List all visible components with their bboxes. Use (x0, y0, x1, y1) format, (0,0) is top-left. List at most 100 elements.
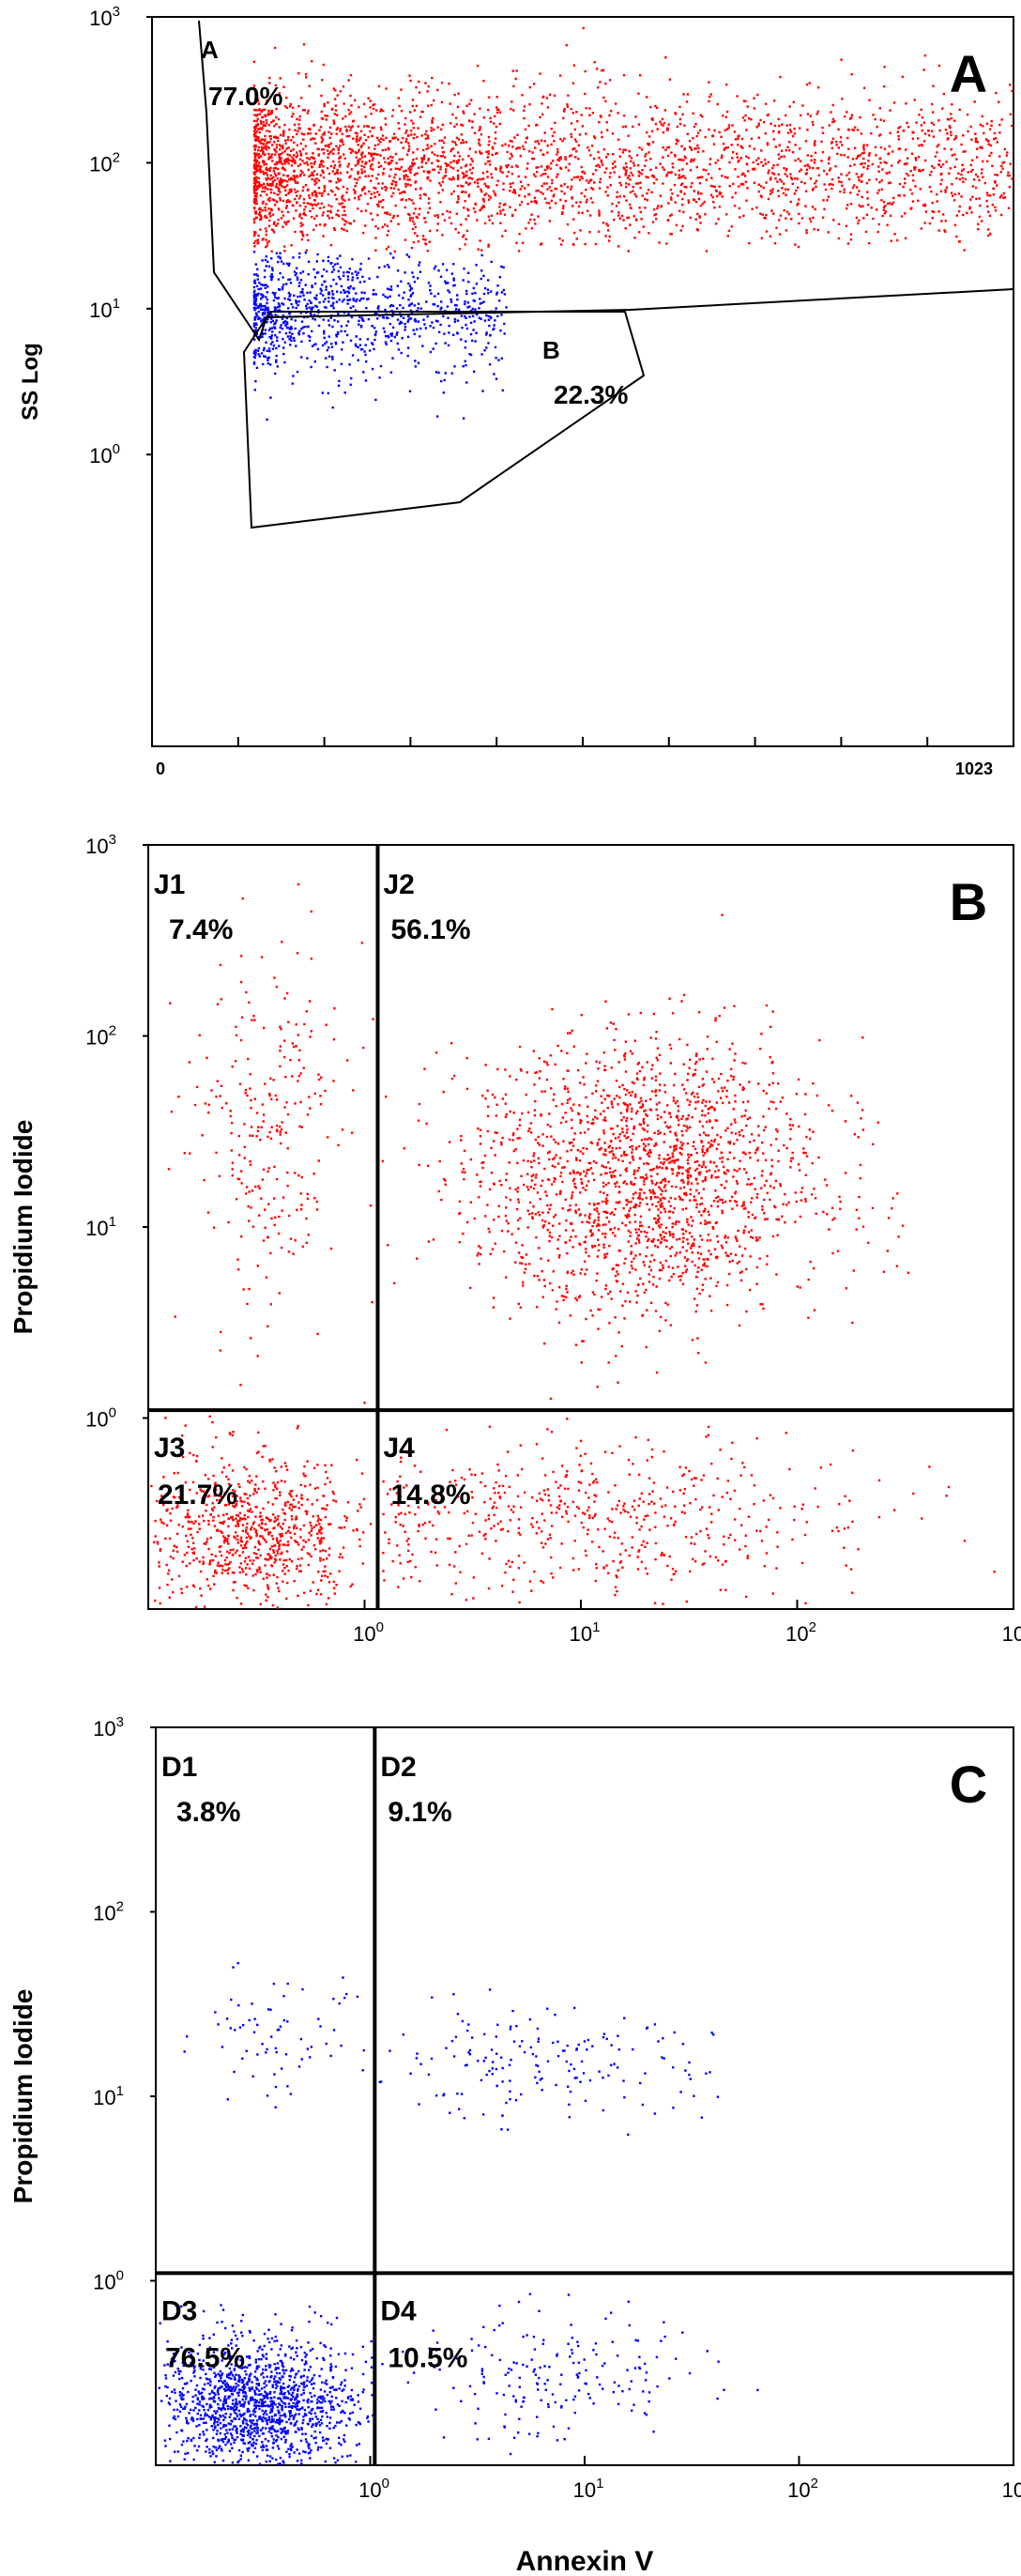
data-point (278, 155, 281, 158)
data-point (627, 216, 630, 219)
data-point (334, 109, 338, 112)
data-point (526, 167, 528, 170)
data-point (720, 156, 724, 160)
data-point (286, 158, 290, 161)
data-point (811, 206, 815, 208)
data-point (798, 212, 800, 216)
data-point (391, 136, 395, 139)
data-point (733, 205, 737, 207)
data-point (393, 335, 396, 339)
data-point (406, 335, 410, 338)
data-point (275, 360, 278, 363)
data-point (376, 275, 379, 279)
data-point (436, 88, 439, 92)
data-point (584, 1273, 587, 1276)
data-point (777, 153, 780, 156)
data-point (434, 265, 437, 268)
data-point (757, 183, 760, 186)
data-point (636, 182, 640, 185)
data-point (601, 163, 604, 166)
data-point (788, 1124, 791, 1127)
data-point (860, 162, 862, 165)
data-point (739, 216, 741, 219)
data-point (287, 307, 290, 310)
data-point (374, 153, 377, 156)
data-point (576, 1149, 580, 1152)
data-point (753, 181, 756, 184)
data-point (777, 173, 780, 176)
data-point (407, 133, 410, 137)
data-point (296, 278, 299, 282)
data-point (748, 117, 751, 120)
data-point (401, 158, 404, 161)
data-point (332, 87, 335, 90)
data-point (332, 307, 335, 310)
data-point (599, 177, 602, 180)
data-point (270, 327, 273, 330)
data-point (877, 222, 880, 226)
data-point (359, 193, 362, 197)
data-point (254, 180, 257, 183)
data-point (753, 107, 756, 110)
data-point (389, 220, 392, 222)
data-point (971, 185, 975, 188)
data-point (840, 58, 843, 61)
data-point (982, 176, 984, 178)
data-point (301, 109, 305, 112)
data-point (254, 139, 257, 142)
data-point (427, 159, 430, 161)
data-point (624, 148, 627, 151)
data-point (515, 241, 518, 244)
data-point (267, 359, 269, 361)
data-point (337, 152, 340, 155)
data-point (282, 225, 284, 228)
data-point (630, 1094, 632, 1097)
data-point (509, 190, 511, 192)
data-point (715, 1040, 718, 1044)
data-point (302, 1066, 305, 1069)
data-point (654, 1183, 657, 1186)
data-point (293, 176, 297, 178)
data-point (604, 156, 608, 159)
data-point (913, 168, 916, 171)
data-point (275, 162, 279, 166)
data-point (355, 152, 358, 155)
data-point (987, 143, 991, 146)
data-point (723, 148, 725, 151)
data-point (625, 1108, 629, 1112)
data-point (451, 176, 455, 179)
data-point (932, 123, 936, 126)
data-point (311, 330, 313, 333)
data-point (553, 94, 556, 98)
data-point (694, 1276, 698, 1279)
data-point (284, 331, 288, 335)
data-point (294, 161, 297, 164)
data-point (481, 177, 485, 180)
data-point (416, 147, 419, 151)
data-point (661, 1264, 664, 1267)
data-point (348, 222, 351, 224)
data-point (564, 1085, 567, 1088)
data-point (498, 111, 502, 114)
data-point (707, 173, 710, 176)
data-point (446, 164, 449, 168)
data-point (685, 1169, 688, 1173)
data-point (619, 1112, 622, 1114)
data-point (328, 144, 330, 146)
data-point (323, 186, 327, 190)
data-point (953, 223, 957, 226)
data-point (957, 192, 960, 195)
data-point (266, 178, 268, 181)
data-point (851, 129, 854, 131)
data-point (482, 200, 486, 203)
data-point (253, 231, 257, 235)
data-point (477, 185, 480, 188)
data-point (413, 304, 416, 307)
data-point (530, 157, 534, 161)
data-point (322, 211, 325, 214)
data-point (294, 179, 297, 182)
data-point (696, 144, 699, 147)
data-point (701, 1101, 704, 1104)
data-point (609, 172, 612, 175)
data-point (280, 217, 283, 220)
